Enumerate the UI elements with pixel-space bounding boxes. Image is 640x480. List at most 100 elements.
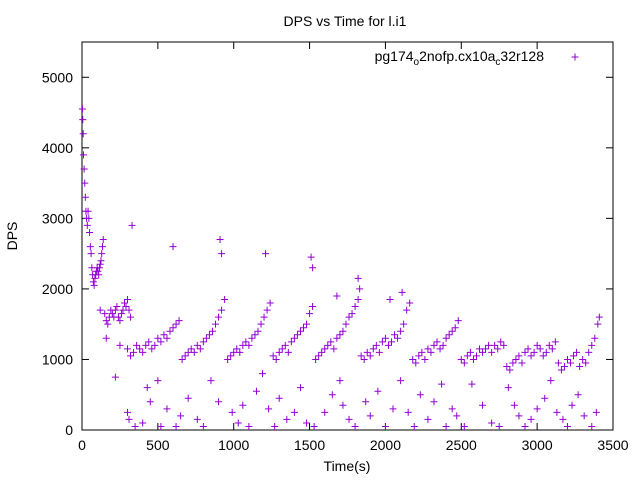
data-point	[521, 422, 529, 430]
data-point	[375, 348, 383, 356]
data-point	[102, 334, 110, 342]
data-point	[127, 313, 135, 321]
data-point	[521, 348, 529, 356]
data-point	[548, 345, 556, 353]
data-point	[515, 352, 523, 360]
data-point	[199, 338, 207, 346]
data-point	[430, 341, 438, 349]
data-point	[327, 338, 335, 346]
data-point	[439, 341, 447, 349]
data-point	[131, 422, 139, 430]
data-point	[287, 338, 295, 346]
data-point	[130, 348, 138, 356]
y-axis: 0 1000 2000 3000 4000 5000	[42, 69, 613, 438]
data-point	[221, 295, 229, 303]
data-point	[184, 394, 192, 402]
data-point	[573, 348, 581, 356]
data-point	[78, 105, 86, 113]
data-point	[475, 345, 483, 353]
data-point	[120, 299, 128, 307]
data-point	[389, 405, 397, 413]
data-point	[404, 408, 412, 416]
data-point	[424, 415, 432, 423]
data-point	[433, 338, 441, 346]
data-point	[90, 281, 98, 289]
data-point	[293, 331, 301, 339]
data-point	[265, 405, 273, 413]
data-point	[469, 355, 477, 363]
x-axis: 0 500 1000 1500 2000 2500 3000 3500	[78, 42, 629, 453]
data-point	[585, 348, 593, 356]
data-point	[488, 348, 496, 356]
data-point	[79, 116, 87, 124]
data-point	[228, 408, 236, 416]
data-point	[500, 341, 508, 349]
data-point	[96, 306, 104, 314]
data-point	[567, 359, 575, 367]
data-point	[504, 384, 512, 392]
data-point	[116, 341, 124, 349]
data-point	[102, 317, 110, 325]
data-point	[497, 338, 505, 346]
data-point	[127, 352, 135, 360]
data-point	[128, 221, 136, 229]
data-point	[236, 348, 244, 356]
data-point	[580, 412, 588, 420]
data-point	[391, 331, 399, 339]
data-point	[113, 303, 121, 311]
data-point	[303, 320, 311, 328]
data-point	[242, 338, 250, 346]
data-point	[290, 408, 298, 416]
data-point	[336, 331, 344, 339]
data-point	[122, 303, 130, 311]
data-point	[196, 345, 204, 353]
plot-area	[81, 41, 614, 431]
data-point	[296, 384, 304, 392]
data-point	[551, 338, 559, 346]
data-point	[124, 345, 132, 353]
data-point	[187, 345, 195, 353]
data-point	[85, 214, 93, 222]
data-point	[374, 387, 382, 395]
data-point	[101, 310, 109, 318]
data-point	[594, 320, 602, 328]
data-point	[151, 341, 159, 349]
data-point	[333, 292, 341, 300]
x-tick-label: 1500	[294, 437, 325, 453]
data-point	[239, 341, 247, 349]
data-point	[111, 306, 119, 314]
data-point	[378, 338, 386, 346]
data-point	[527, 352, 535, 360]
data-point	[592, 408, 600, 416]
data-point	[348, 310, 356, 318]
data-point	[588, 341, 596, 349]
data-point	[351, 303, 359, 311]
data-point	[579, 355, 587, 363]
data-point	[410, 422, 418, 430]
data-point	[568, 401, 576, 409]
data-point	[119, 306, 127, 314]
data-point	[163, 405, 171, 413]
data-point	[539, 352, 547, 360]
data-point	[318, 348, 326, 356]
legend-plus-marker	[571, 53, 579, 61]
data-point	[503, 363, 511, 371]
data-point	[518, 359, 526, 367]
data-point	[104, 320, 112, 328]
data-point	[510, 401, 518, 409]
data-point	[181, 352, 189, 360]
data-point	[491, 341, 499, 349]
data-point	[272, 355, 280, 363]
data-point	[445, 331, 453, 339]
data-point	[143, 384, 151, 392]
data-point	[366, 352, 374, 360]
data-point	[336, 377, 344, 385]
legend: pg174o2nofp.cx10ac32r128	[375, 48, 579, 68]
data-point	[199, 422, 207, 430]
data-point	[442, 334, 450, 342]
data-point	[157, 422, 165, 430]
data-point	[96, 260, 104, 268]
data-point	[333, 334, 341, 342]
data-point	[309, 303, 317, 311]
